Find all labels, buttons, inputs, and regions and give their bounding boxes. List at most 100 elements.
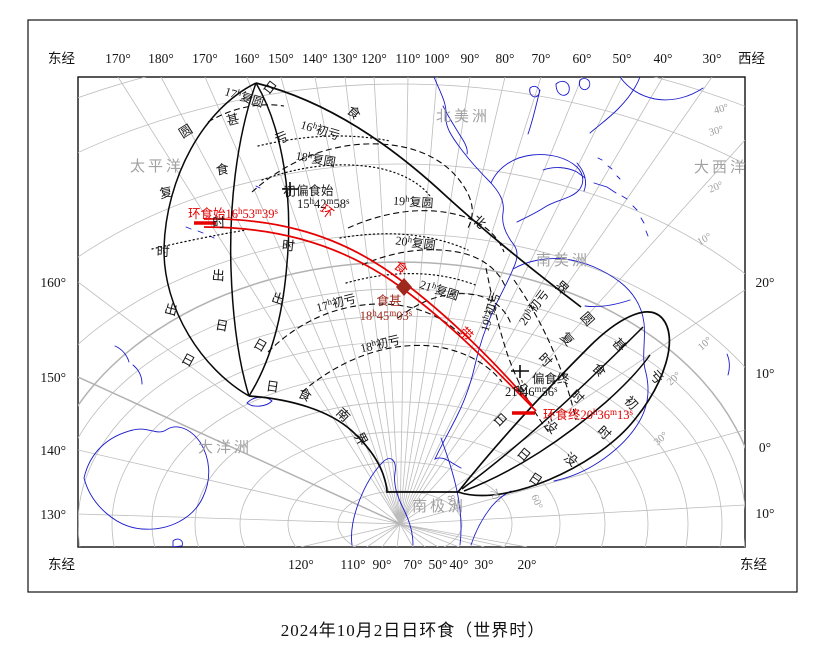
bottom-axis-tick: 90° (373, 557, 392, 572)
bottom-axis-tick: 30° (475, 557, 494, 572)
right-axis-tick: 0° (759, 440, 771, 455)
left-axis-tick: 150° (40, 370, 66, 385)
dotted-arc-west (151, 229, 247, 250)
hour-contact-label: 19h初亏 (477, 290, 503, 333)
coast-africa-west (726, 353, 730, 376)
top-axis-tick: 40° (654, 51, 673, 66)
curve-text-south-limit: 食 (296, 385, 314, 404)
hour-contact-label: 20h复圆 (395, 232, 437, 252)
meridian-150e (78, 376, 401, 525)
coast-antarctica (351, 437, 512, 546)
curve-text-sunrise-first-contact: 日 (251, 335, 270, 354)
coast-caribbean (542, 157, 649, 237)
graticule-latitude-label: 20° (707, 180, 725, 196)
bottom-axis-tick: 110° (340, 557, 365, 572)
curve-text-sunrise-maximum: 时 (212, 215, 226, 230)
place-name: 北美洲 (436, 108, 490, 125)
event-markers (282, 182, 529, 378)
coast-tasmania (172, 538, 183, 547)
event-label: 偏食始 (296, 183, 334, 198)
sunset-first-contact-curve (463, 354, 651, 492)
coast-new-guinea (246, 396, 273, 407)
equator-line (78, 261, 745, 450)
curve-text-south-limit: 界 (351, 430, 370, 449)
hour-contact-label: 17h初亏 (315, 290, 358, 314)
annular-path-south-edge (203, 226, 537, 412)
hour-contact-label: 18h复圆 (295, 148, 337, 170)
dotted-arc-center-1 (339, 233, 469, 251)
coast-new-zealand (114, 345, 143, 385)
top-axis-tick: 110° (395, 51, 420, 66)
top-axis-tick: 150° (268, 51, 294, 66)
caption-top-right: 西经 (738, 51, 766, 66)
outer-frame (27, 19, 798, 593)
top-axis-tick: 130° (332, 51, 358, 66)
coast-florida (576, 162, 587, 192)
bottom-axis-tick: 40° (450, 557, 469, 572)
place-name: 南美洲 (536, 252, 590, 269)
curve-text-sunrise-maximum: 出 (211, 268, 225, 284)
curve-text-sunrise-maximum: 食 (215, 161, 230, 178)
graticule-latitude-label: 80° (444, 494, 458, 511)
bottom-axis-tick: 20° (518, 557, 537, 572)
caption-bottom-left: 东经 (48, 557, 75, 572)
hour-line-21h-p4 (397, 293, 512, 325)
caption-top-left: 东经 (48, 51, 75, 66)
hour-line-16h-p1 (251, 143, 473, 229)
event-label: 21h46m56s (505, 384, 558, 399)
graticule-latitude-label: 20° (665, 370, 683, 388)
event-label: 偏食终 (532, 371, 570, 386)
graticule-latitude-label: 30° (708, 124, 725, 138)
left-axis-tick: 140° (40, 443, 66, 458)
graticule-latitude-label: 10° (696, 335, 714, 353)
river-amazon (584, 299, 631, 308)
page-title: 2024年10月2日日环食（世界时） (281, 621, 546, 640)
right-axis-tick: 20° (756, 275, 775, 290)
top-axis-tick: 50° (613, 51, 632, 66)
curve-text-north-limit: 界 (552, 278, 572, 298)
annular-path-north-edge (203, 218, 533, 406)
curve-text-sunset-last-contact: 圆 (577, 309, 597, 329)
top-axis-tick: 100° (424, 51, 450, 66)
hour-contact-label: 20h初亏 (515, 287, 551, 328)
curve-text-sunrise-last-contact: 时 (156, 244, 170, 259)
greatest-eclipse-marker (396, 278, 412, 296)
curve-text-sunset-first-contact: 时 (594, 423, 614, 443)
curve-text-sunrise-first-contact: 时 (281, 237, 296, 253)
river-mississippi (527, 89, 541, 135)
coast-north-america-west (433, 77, 518, 270)
northern-limit-line (255, 82, 582, 308)
curve-text-south-limit: 日 (265, 378, 280, 395)
hour-line-20h-p4 (361, 249, 506, 287)
hour-contact-label: 17h复圆 (223, 83, 266, 110)
partial-end-marker (511, 365, 529, 378)
place-name: 太平洋 (130, 158, 184, 175)
hour-line-18h-p4 (261, 164, 431, 197)
top-axis-tick: 170° (105, 51, 131, 66)
top-axis-tick: 80° (496, 51, 515, 66)
top-axis-tick: 140° (302, 51, 328, 66)
sunrise-maximum-curve (229, 82, 257, 397)
curve-text-sunrise-last-contact: 出 (163, 301, 179, 319)
curve-text-sunset-last-contact: 日 (490, 410, 510, 430)
bottom-axis-tick: 120° (288, 557, 314, 572)
graticule-latitude-label: 60° (528, 493, 544, 511)
top-axis-tick: 160° (234, 51, 260, 66)
curve-text-sunset-first-contact: 日 (526, 469, 545, 489)
top-axis-tick: 180° (148, 51, 174, 66)
coast-baja (442, 105, 468, 155)
curve-text-sunrise-first-contact: 出 (270, 290, 287, 308)
coast-us-east (589, 77, 641, 134)
map-border (77, 76, 746, 548)
annular-path (194, 218, 537, 415)
dotted-arc-north (257, 135, 391, 147)
event-label: 食甚 (376, 293, 401, 308)
hour-contact-label: 18h初亏 (359, 332, 402, 356)
curve-text-annular-band: 带 (456, 324, 476, 344)
hour-line-20h-p1 (513, 279, 577, 421)
top-axis-tick: 60° (573, 51, 592, 66)
coastlines (83, 77, 730, 547)
event-label: 15h42m58s (297, 196, 350, 211)
curve-text-sunrise-last-contact: 日 (179, 350, 198, 369)
